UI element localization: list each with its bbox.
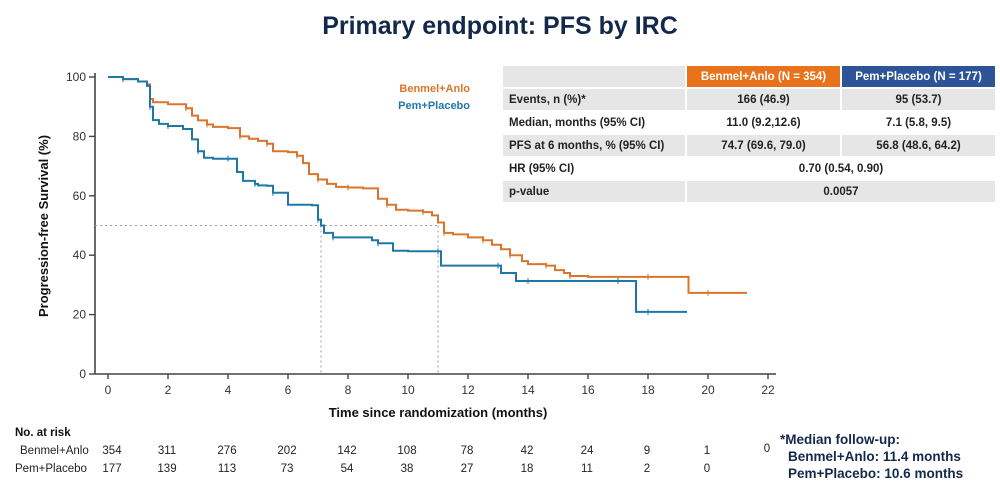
at-risk-row-label: Pem+Placebo	[15, 463, 87, 475]
at-risk-count: 139	[157, 463, 177, 475]
at-risk-count: 1	[703, 445, 711, 457]
pem-value: 95 (53.7)	[842, 89, 995, 110]
table-header-row: Benmel+Anlo (N = 354) Pem+Placebo (N = 1…	[503, 66, 995, 87]
at-risk-count: 73	[280, 463, 294, 475]
footnote-benmel: Benmel+Anlo: 11.4 months	[788, 449, 961, 464]
at-risk-count: 18	[520, 463, 534, 475]
x-tick-label: 0	[105, 383, 112, 397]
x-tick-label: 14	[521, 383, 535, 397]
benmel-value: 11.0 (9.2,12.6)	[687, 112, 840, 133]
x-tick-label: 2	[165, 383, 172, 397]
at-risk-count: 354	[102, 445, 122, 457]
at-risk-count: 142	[337, 445, 357, 457]
at-risk-count: 54	[340, 463, 354, 475]
axes: 0 20 40 60 80 100 0 2 4 6 8 10 12 14 16 18 20 22	[66, 70, 776, 397]
y-axis-title: Progression-free Survival (%)	[36, 135, 51, 317]
at-risk-count: 42	[520, 445, 534, 457]
benmel-anlo-curve	[108, 76, 747, 294]
header-pem-placebo: Pem+Placebo (N = 177)	[842, 66, 995, 87]
row-label: p-value	[503, 181, 685, 202]
x-tick-label: 16	[581, 383, 595, 397]
x-tick-label: 8	[345, 383, 352, 397]
at-risk-count: 0	[763, 443, 771, 455]
pem-placebo-curve	[108, 76, 687, 313]
results-table: Benmel+Anlo (N = 354) Pem+Placebo (N = 1…	[501, 64, 997, 204]
benmel-value: 166 (46.9)	[687, 89, 840, 110]
header-blank	[503, 66, 685, 87]
at-risk-count: 78	[460, 445, 474, 457]
at-risk-count: 202	[277, 445, 297, 457]
at-risk-count: 108	[397, 445, 417, 457]
at-risk-header: No. at risk	[15, 427, 71, 439]
footnote-pem: Pem+Placebo: 10.6 months	[788, 466, 964, 481]
survival-curves	[108, 76, 747, 315]
row-label: Median, months (95% CI)	[503, 112, 685, 133]
x-tick-label: 10	[401, 383, 415, 397]
at-risk-count: 311	[157, 445, 177, 457]
y-tick-label: 80	[73, 129, 87, 143]
at-risk-count: 177	[102, 463, 122, 475]
follow-up-footnote: *Median follow-up: Benmel+Anlo: 11.4 mon…	[780, 431, 963, 482]
at-risk-count: 2	[643, 463, 651, 475]
at-risk-count: 27	[460, 463, 474, 475]
legend-pem-placebo: Pem+Placebo	[398, 100, 470, 112]
y-tick-label: 100	[66, 70, 86, 84]
at-risk-count: 24	[580, 445, 594, 457]
x-tick-label: 18	[641, 383, 655, 397]
x-tick-label: 20	[701, 383, 715, 397]
pem-value: 7.1 (5.8, 9.5)	[842, 112, 995, 133]
at-risk-count: 0	[703, 463, 711, 475]
combined-value: 0.0057	[687, 181, 995, 202]
header-benmel-anlo: Benmel+Anlo (N = 354)	[687, 66, 840, 87]
y-tick-label: 20	[73, 308, 87, 322]
y-tick-label: 40	[73, 248, 87, 262]
y-tick-label: 60	[73, 189, 87, 203]
table-row: HR (95% CI) 0.70 (0.54, 0.90)	[503, 158, 995, 179]
x-tick-label: 12	[461, 383, 475, 397]
row-label: Events, n (%)*	[503, 89, 685, 110]
table-row: p-value 0.0057	[503, 181, 995, 202]
footnote-title: *Median follow-up:	[780, 432, 900, 447]
at-risk-count: 9	[643, 445, 651, 457]
row-label: HR (95% CI)	[503, 158, 685, 179]
median-reference-lines	[95, 225, 439, 374]
table-row: Events, n (%)* 166 (46.9) 95 (53.7)	[503, 89, 995, 110]
slide-title: Primary endpoint: PFS by IRC	[322, 12, 678, 40]
combined-value: 0.70 (0.54, 0.90)	[687, 158, 995, 179]
x-tick-label: 6	[285, 383, 292, 397]
table-row: PFS at 6 months, % (95% CI) 74.7 (69.6, …	[503, 135, 995, 156]
at-risk-count: 11	[581, 463, 593, 475]
x-tick-label: 4	[225, 383, 232, 397]
at-risk-count: 276	[217, 445, 237, 457]
at-risk-count: 38	[400, 463, 414, 475]
legend-benmel-anlo: Benmel+Anlo	[399, 83, 470, 95]
x-tick-label: 22	[761, 383, 775, 397]
table-row: Median, months (95% CI) 11.0 (9.2,12.6) …	[503, 112, 995, 133]
y-tick-label: 0	[79, 367, 86, 381]
benmel-value: 74.7 (69.6, 79.0)	[687, 135, 840, 156]
pem-value: 56.8 (48.6, 64.2)	[842, 135, 995, 156]
row-label: PFS at 6 months, % (95% CI)	[503, 135, 685, 156]
at-risk-row-label: Benmel+Anlo	[20, 445, 89, 457]
at-risk-count: 113	[217, 463, 237, 475]
x-axis-title: Time since randomization (months)	[329, 405, 548, 420]
